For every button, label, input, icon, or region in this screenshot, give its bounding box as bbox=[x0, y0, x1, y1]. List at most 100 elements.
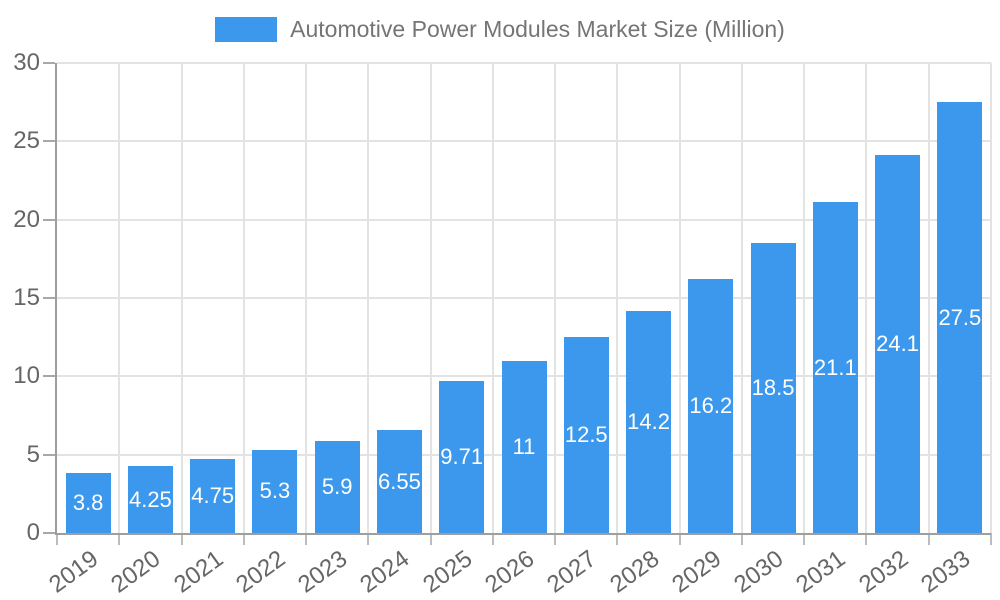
gridline-horizontal bbox=[57, 140, 991, 143]
y-axis-label: 20 bbox=[13, 205, 40, 233]
x-axis-label: 2027 bbox=[542, 545, 602, 599]
y-axis-label: 30 bbox=[13, 49, 40, 76]
bar-value-label: 27.5 bbox=[938, 304, 982, 330]
bar-2019: 3.8 bbox=[65, 473, 111, 533]
x-axis-label: 2025 bbox=[417, 545, 478, 599]
bar-2020: 4.25 bbox=[127, 466, 173, 533]
gridline-horizontal bbox=[57, 297, 991, 299]
legend-item[interactable]: Automotive Power Modules Market Size (Mi… bbox=[215, 16, 785, 43]
legend-swatch-icon bbox=[215, 17, 278, 42]
x-axis-tick bbox=[367, 533, 370, 545]
y-axis-tick bbox=[43, 375, 55, 378]
x-axis-tick bbox=[927, 533, 930, 545]
gridline-vertical bbox=[305, 63, 308, 533]
gridline-vertical bbox=[429, 63, 432, 533]
bar-value-label: 14.2 bbox=[627, 408, 670, 434]
y-axis-tick bbox=[43, 62, 55, 64]
y-axis-line bbox=[55, 63, 57, 535]
x-axis-label: 2024 bbox=[355, 545, 415, 599]
x-axis-tick bbox=[740, 533, 743, 545]
chart-legend: Automotive Power Modules Market Size (Mi… bbox=[0, 16, 1000, 43]
bar-2029: 16.2 bbox=[688, 279, 734, 533]
y-axis-label: 10 bbox=[13, 362, 40, 390]
gridline-vertical bbox=[990, 63, 992, 533]
bar-value-label: 4.25 bbox=[128, 486, 172, 512]
gridline-vertical bbox=[678, 63, 681, 533]
x-axis-label: 2030 bbox=[729, 545, 789, 599]
bar-value-label: 16.2 bbox=[689, 393, 733, 419]
bar-value-label: 24.1 bbox=[876, 331, 919, 357]
x-axis-tick bbox=[180, 533, 183, 545]
gridline-vertical bbox=[740, 63, 743, 533]
bar-2033: 27.5 bbox=[937, 102, 983, 533]
legend-label: Automotive Power Modules Market Size (Mi… bbox=[290, 16, 785, 42]
bar-value-label: 21.1 bbox=[813, 354, 857, 380]
y-axis-tick bbox=[43, 453, 55, 456]
gridline-vertical bbox=[803, 63, 806, 533]
gridline-vertical bbox=[180, 63, 183, 533]
bar-2032: 24.1 bbox=[875, 155, 921, 533]
y-axis-tick bbox=[43, 532, 55, 534]
y-axis-tick bbox=[43, 297, 55, 299]
x-axis-tick bbox=[56, 533, 58, 545]
gridline-vertical bbox=[118, 63, 121, 533]
gridline-horizontal bbox=[57, 62, 991, 64]
x-axis-tick bbox=[242, 533, 245, 545]
x-axis-label: 2022 bbox=[231, 545, 291, 599]
bar-2030: 18.5 bbox=[750, 243, 796, 533]
x-axis-tick bbox=[118, 533, 121, 545]
x-axis-tick bbox=[554, 533, 557, 545]
bar-2031: 21.1 bbox=[812, 202, 858, 533]
x-axis-tick bbox=[305, 533, 308, 545]
y-axis-tick bbox=[43, 218, 55, 221]
bar-value-label: 18.5 bbox=[751, 375, 795, 401]
y-axis-label: 25 bbox=[13, 127, 40, 155]
x-axis-label: 2026 bbox=[480, 545, 540, 599]
bar-2027: 12.5 bbox=[563, 337, 609, 533]
x-axis-label: 2031 bbox=[791, 545, 851, 599]
bar-value-label: 12.5 bbox=[564, 422, 608, 448]
bar-2025: 9.71 bbox=[439, 380, 485, 533]
gridline-vertical bbox=[554, 63, 557, 533]
bar-value-label: 6.55 bbox=[378, 468, 421, 494]
bar-2022: 5.3 bbox=[252, 449, 298, 533]
y-axis-label: 15 bbox=[13, 284, 40, 311]
x-axis-tick bbox=[616, 533, 619, 545]
bar-value-label: 11 bbox=[512, 433, 536, 459]
bar-value-label: 5.3 bbox=[259, 478, 291, 504]
x-axis-tick bbox=[429, 533, 432, 545]
x-axis-tick bbox=[865, 533, 868, 545]
bar-2023: 5.9 bbox=[314, 440, 360, 533]
bar-2021: 4.75 bbox=[190, 458, 236, 533]
x-axis-tick bbox=[990, 533, 992, 545]
gridline-vertical bbox=[616, 63, 619, 533]
bar-value-label: 5.9 bbox=[321, 473, 353, 499]
bar-2024: 6.55 bbox=[376, 430, 422, 533]
bar-value-label: 4.75 bbox=[191, 482, 235, 508]
gridline-vertical bbox=[865, 63, 868, 533]
x-axis-label: 2029 bbox=[667, 545, 727, 599]
bar-2028: 14.2 bbox=[626, 310, 672, 533]
x-axis-line bbox=[55, 533, 991, 535]
y-axis-label: 0 bbox=[26, 519, 40, 546]
gridline-vertical bbox=[927, 63, 930, 533]
gridline-vertical bbox=[367, 63, 370, 533]
x-axis-label: 2019 bbox=[44, 545, 104, 599]
gridline-horizontal bbox=[57, 218, 991, 221]
x-axis-label: 2032 bbox=[853, 545, 913, 599]
x-axis-label: 2020 bbox=[106, 545, 166, 599]
x-axis-label: 2021 bbox=[168, 545, 228, 599]
x-axis-tick bbox=[491, 533, 494, 545]
x-axis-label: 2023 bbox=[293, 545, 353, 599]
x-axis-label: 2033 bbox=[916, 545, 976, 599]
gridline-vertical bbox=[491, 63, 494, 533]
bar-value-label: 3.8 bbox=[72, 490, 104, 516]
gridline-vertical bbox=[242, 63, 245, 533]
bar-2026: 11 bbox=[501, 360, 547, 533]
y-axis-tick bbox=[43, 140, 55, 143]
bar-value-label: 9.71 bbox=[440, 443, 484, 469]
x-axis-tick bbox=[678, 533, 681, 545]
x-axis-label: 2028 bbox=[604, 545, 664, 599]
